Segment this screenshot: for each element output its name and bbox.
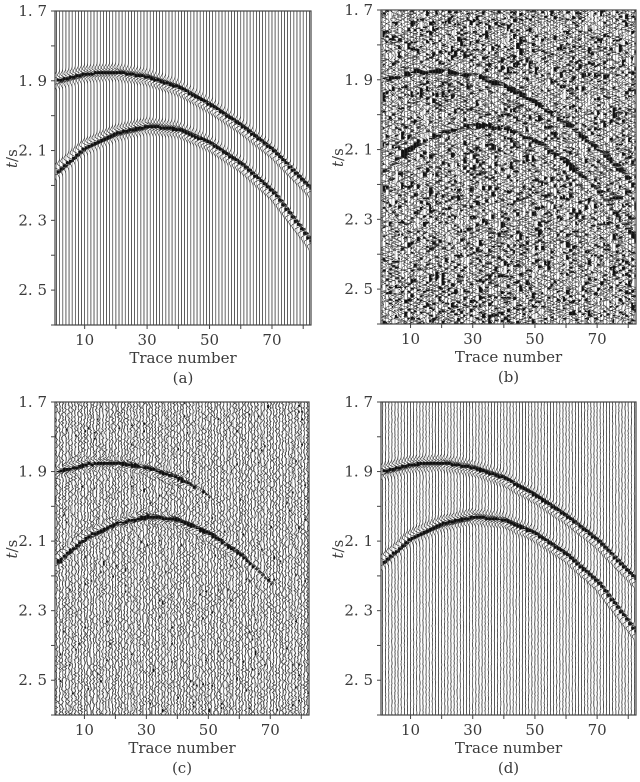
x-tick-label: 30 (463, 330, 482, 348)
y-tick-label: 2. 5 (344, 280, 373, 298)
panel-label: (b) (498, 368, 519, 386)
x-tick-label: 50 (525, 721, 544, 739)
x-axis-title: Trace number (128, 739, 236, 757)
y-axis: 1. 7 1. 9 2. 1 2. 3 2. 5 t/s (3, 393, 55, 716)
y-tick-label: 2. 3 (344, 210, 373, 228)
y-axis-title: t/s (329, 148, 347, 167)
y-tick-label: 2. 3 (18, 602, 47, 620)
panel-label: (a) (173, 369, 194, 387)
x-axis: 10 30 50 70 Trace number (75, 325, 304, 367)
x-tick-label: 10 (75, 331, 94, 349)
y-tick-label: 1. 9 (344, 71, 373, 89)
x-tick-label: 70 (588, 330, 607, 348)
trace-area (55, 11, 311, 325)
trace-area (381, 10, 636, 324)
panel-label: (d) (498, 759, 519, 777)
y-tick-label: 2. 3 (344, 602, 373, 620)
plot-frame (380, 401, 637, 716)
y-tick-label: 2. 5 (18, 671, 47, 689)
x-axis: 10 30 50 70 Trace number (75, 715, 302, 757)
x-tick-label: 70 (588, 721, 607, 739)
plot-frame (380, 9, 637, 325)
x-tick-label: 10 (401, 330, 420, 348)
x-tick-label: 10 (401, 721, 420, 739)
x-tick-label: 50 (525, 330, 544, 348)
seismic-plot-a: 1. 7 1. 9 2. 1 2. 3 2. 5 t/s 10 30 50 70 Trace num… (3, 2, 312, 387)
y-axis-title: t/s (3, 540, 21, 559)
y-axis-title: t/s (3, 149, 21, 168)
y-tick-label: 2. 1 (344, 141, 373, 159)
x-tick-label: 50 (199, 721, 218, 739)
seismic-plot-c: 1. 7 1. 9 2. 1 2. 3 2. 5 t/s 10 30 50 70 Trace num… (3, 393, 310, 777)
seismic-plot-d: 1. 7 1. 9 2. 1 2. 3 2. 5 t/s 10 30 50 70 Trace num… (329, 393, 637, 777)
y-tick-label: 1. 9 (344, 463, 373, 481)
x-tick-label: 70 (261, 721, 280, 739)
x-axis-title: Trace number (129, 349, 237, 367)
y-tick-label: 1. 7 (344, 393, 373, 411)
plot-frame (54, 401, 310, 716)
y-tick-label: 2. 3 (18, 211, 47, 229)
seismic-plot-b: 1. 7 1. 9 2. 1 2. 3 2. 5 t/s 10 30 50 70 Trace num… (329, 1, 637, 386)
trace-area (381, 402, 636, 715)
y-tick-label: 2. 5 (344, 671, 373, 689)
x-tick-label: 30 (463, 721, 482, 739)
panel-c: 1. 7 1. 9 2. 1 2. 3 2. 5 t/s 10 30 50 70 Trace num… (0, 391, 320, 782)
y-axis-title: t/s (329, 540, 347, 559)
x-axis-title: Trace number (455, 348, 563, 366)
y-axis: 1. 7 1. 9 2. 1 2. 3 2. 5 t/s (329, 393, 381, 716)
y-tick-label: 2. 1 (344, 532, 373, 550)
y-tick-label: 1. 9 (18, 463, 47, 481)
trace-area (55, 402, 309, 715)
x-tick-label: 50 (200, 331, 219, 349)
panel-label: (c) (172, 759, 192, 777)
x-axis-title: Trace number (455, 739, 563, 757)
y-tick-label: 1. 7 (344, 1, 373, 19)
x-tick-label: 30 (138, 331, 157, 349)
y-axis: 1. 7 1. 9 2. 1 2. 3 2. 5 t/s (329, 1, 381, 325)
y-axis: 1. 7 1. 9 2. 1 2. 3 2. 5 t/s (3, 2, 55, 326)
y-tick-label: 2. 1 (18, 532, 47, 550)
x-tick-label: 10 (75, 721, 94, 739)
x-tick-label: 70 (262, 331, 281, 349)
plot-frame (54, 10, 312, 326)
panel-b: 1. 7 1. 9 2. 1 2. 3 2. 5 t/s 10 30 50 70 Trace num… (320, 0, 640, 391)
y-tick-label: 2. 5 (18, 281, 47, 299)
x-axis: 10 30 50 70 Trace number (401, 715, 629, 757)
panel-a: 1. 7 1. 9 2. 1 2. 3 2. 5 t/s 10 30 50 70 Trace num… (0, 0, 320, 391)
y-tick-label: 2. 1 (18, 142, 47, 160)
y-tick-label: 1. 9 (18, 72, 47, 90)
y-tick-label: 1. 7 (18, 393, 47, 411)
x-tick-label: 30 (137, 721, 156, 739)
x-axis: 10 30 50 70 Trace number (401, 324, 629, 366)
panel-d: 1. 7 1. 9 2. 1 2. 3 2. 5 t/s 10 30 50 70 Trace num… (320, 391, 640, 782)
y-tick-label: 1. 7 (18, 2, 47, 20)
